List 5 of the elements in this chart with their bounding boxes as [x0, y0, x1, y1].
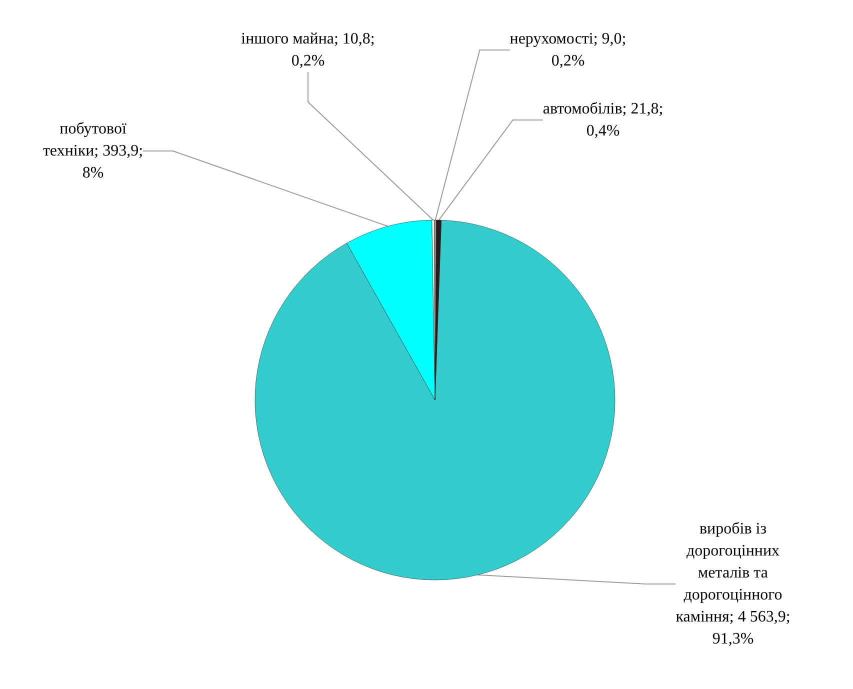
slice-label: іншого майна; 10,8; 0,2%	[241, 30, 375, 70]
slice-label: автомобілів; 21,8; 0,4%	[542, 100, 664, 140]
slice-label: побутової техніки; 393,9; 8%	[42, 120, 144, 182]
slice-label: виробів із дорогоцінних металів та дорогоцінного каміння; 4 563,9; 91,3%	[676, 520, 790, 648]
slice-label: нерухомості; 9,0; 0,2%	[510, 30, 626, 70]
